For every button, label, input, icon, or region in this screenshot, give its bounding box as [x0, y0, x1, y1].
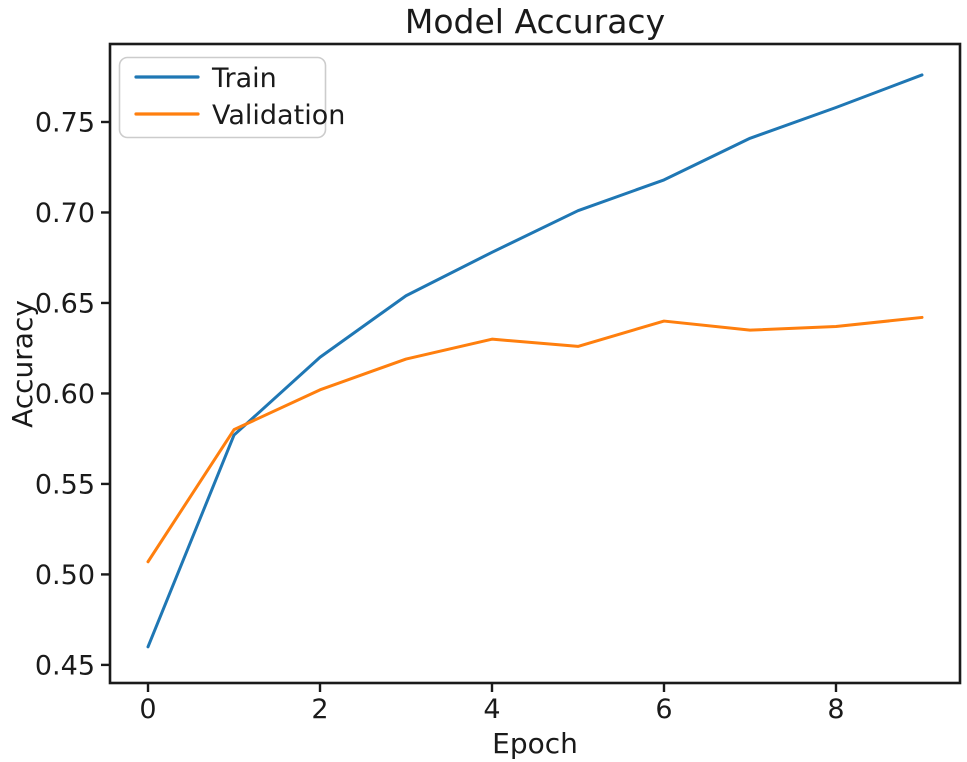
y-tick-label: 0.50: [35, 560, 95, 591]
x-tick-label: 8: [827, 694, 844, 725]
x-tick-label: 0: [139, 694, 156, 725]
y-tick-label: 0.75: [35, 107, 95, 138]
x-tick-label: 2: [311, 694, 328, 725]
y-axis-label: Accuracy: [6, 300, 39, 428]
legend: Train Validation: [118, 56, 345, 139]
train-line: [146, 73, 924, 649]
x-tick-label: 6: [655, 694, 672, 725]
y-tick-label: 0.70: [35, 198, 95, 229]
y-tick-label: 0.45: [35, 650, 95, 681]
plot-frame: [108, 42, 962, 685]
y-tick-label: 0.65: [35, 288, 95, 319]
y-tick-label: 0.60: [35, 379, 95, 410]
plot-layer: 0 2 4 6 8 0.45 0.50 0.55 0.60 0.65 0.70 0.75: [35, 42, 962, 725]
chart-title: Model Accuracy: [405, 2, 665, 41]
y-tick-label: 0.55: [35, 469, 95, 500]
x-axis-label: Epoch: [492, 727, 578, 760]
validation-line: [146, 315, 924, 564]
x-tick-label: 4: [483, 694, 500, 725]
legend-label-train: Train: [211, 63, 277, 94]
legend-label-validation: Validation: [212, 100, 345, 131]
